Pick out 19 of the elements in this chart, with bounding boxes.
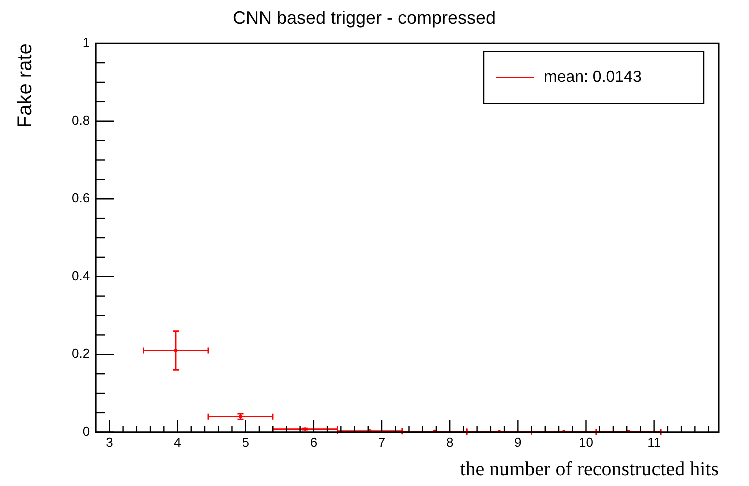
y-tick-label: 1 xyxy=(82,35,90,50)
legend-label: mean: 0.0143 xyxy=(544,69,642,86)
y-tick-label: 0.2 xyxy=(72,346,90,362)
x-tick-label: 4 xyxy=(174,434,182,450)
y-tick-label: 0.4 xyxy=(72,268,90,284)
y-tick-label: 0.6 xyxy=(72,190,90,206)
chart-title: CNN based trigger - compressed xyxy=(232,8,496,28)
x-axis-title: the number of reconstructed hits xyxy=(460,458,720,480)
y-tick-label: 0.8 xyxy=(72,112,90,128)
x-tick-label: 8 xyxy=(446,434,454,450)
y-tick-label: 0 xyxy=(82,424,90,439)
x-tick-label: 6 xyxy=(310,434,318,450)
x-tick-label: 10 xyxy=(579,434,594,450)
x-tick-label: 11 xyxy=(648,434,662,450)
x-tick-label: 7 xyxy=(378,434,386,450)
x-tick-label: 5 xyxy=(242,434,250,450)
x-tick-label: 3 xyxy=(106,434,114,450)
x-tick-label: 9 xyxy=(514,434,522,450)
y-axis-title: Fake rate xyxy=(14,44,37,128)
